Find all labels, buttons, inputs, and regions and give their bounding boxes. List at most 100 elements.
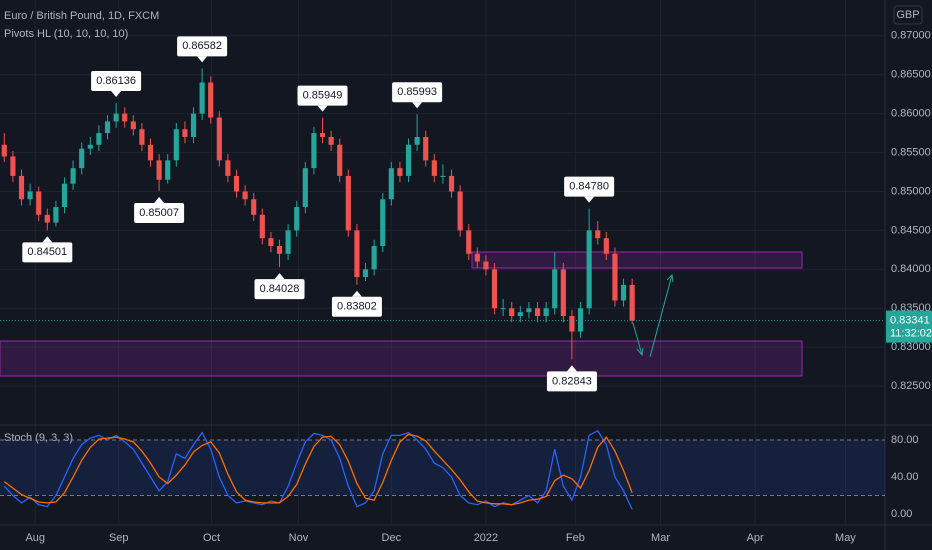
pivot-pointer (42, 236, 53, 243)
pivot-box (331, 296, 382, 317)
candle-body (474, 253, 480, 262)
pivot-label: 0.85007 (139, 207, 179, 219)
candle-body (534, 308, 541, 317)
last-price-label: 0.83341 (890, 315, 930, 327)
candle-body (569, 316, 575, 332)
candle-body (1, 144, 7, 157)
pivot-pointer (274, 273, 285, 280)
candle-body (397, 168, 403, 176)
y-tick-label: 0.83000 (891, 341, 931, 353)
candle-body (147, 144, 154, 161)
candle-body (61, 183, 68, 208)
y-tick-label: 0.85500 (891, 146, 931, 158)
candle-body (466, 230, 472, 254)
candle-body (233, 175, 240, 192)
y-tick-label: 0.82500 (891, 380, 931, 392)
candle-body (388, 168, 394, 200)
pivot-box (546, 371, 597, 392)
candle-body (79, 148, 85, 169)
x-tick-label: Aug (25, 532, 45, 544)
candle-body (173, 129, 179, 161)
currency-box[interactable] (893, 5, 923, 25)
currency[interactable]: GBP (896, 9, 919, 21)
stoch-title: Stoch (9, 3, 3) (4, 432, 73, 444)
x-tick-label: Oct (203, 532, 220, 544)
arrow-up (649, 274, 673, 358)
x-tick-label: Sep (109, 532, 129, 544)
candle-body (70, 168, 76, 184)
resistance-zone (471, 251, 803, 269)
pivot-pointer (154, 196, 165, 203)
candle-body (629, 284, 635, 321)
pivot-box (297, 85, 348, 106)
x-tick-label: Feb (566, 532, 585, 544)
candle-body (595, 230, 601, 239)
last-price-box (886, 310, 932, 343)
pivot-pointer (317, 105, 328, 112)
last-price-time: 11:32:02 (890, 328, 932, 340)
candle-body (44, 214, 50, 223)
arrow-head (666, 273, 674, 283)
pivot-label: 0.85949 (303, 90, 343, 102)
x-tick-label: 2022 (474, 532, 498, 544)
y-tick-label: 0.00 (891, 508, 912, 520)
candle-body (405, 144, 412, 176)
chart-title: Euro / British Pound, 1D, FXCM (4, 10, 159, 22)
candle-body (130, 121, 136, 130)
candle-body (294, 207, 300, 231)
candle-body (199, 82, 205, 114)
candle-body (251, 199, 257, 215)
pivot-pointer (566, 365, 577, 372)
candle-body (457, 191, 463, 231)
pivot-label: 0.82843 (552, 375, 592, 387)
candle-body (517, 312, 523, 317)
candle-body (577, 308, 584, 332)
candle-body (113, 113, 119, 122)
pivot-label: 0.84501 (27, 246, 67, 258)
candle-body (483, 261, 489, 270)
pivot-box (254, 279, 305, 300)
candle-body (603, 238, 609, 254)
candle-body (431, 160, 437, 176)
x-tick-label: Nov (289, 532, 309, 544)
pivot-label: 0.84028 (260, 283, 300, 295)
arrow-down (632, 322, 643, 356)
y-tick-label: 0.87000 (891, 30, 931, 42)
candle-body (242, 191, 248, 200)
candle-body (225, 160, 231, 176)
candle-body (18, 175, 25, 200)
pivot-pointer (351, 290, 362, 297)
y-tick-label: 0.84500 (891, 224, 931, 236)
pivot-pointer (412, 102, 423, 109)
stoch-line (3, 433, 633, 506)
pivot-pointer (111, 91, 122, 98)
candle-body (165, 160, 171, 180)
candle-body (586, 230, 592, 309)
pivot-box (134, 202, 185, 223)
pivot-pointer (197, 56, 208, 63)
candle-body (268, 238, 274, 246)
candle-body (612, 253, 618, 301)
pivot-label: 0.85993 (397, 86, 437, 98)
candle-body (552, 269, 558, 309)
y-tick-label: 0.86000 (891, 108, 931, 120)
candle-body (302, 168, 308, 208)
candle-body (156, 160, 162, 180)
candle-body (380, 199, 386, 246)
candle-body (414, 136, 420, 145)
candle-body (285, 230, 291, 254)
candle-body (87, 144, 93, 149)
grid (0, 0, 885, 525)
y-tick-label: 0.86500 (891, 69, 931, 81)
y-tick-label: 0.84000 (891, 263, 931, 275)
candle-body (311, 133, 317, 169)
pivot-box (22, 242, 73, 263)
candle-body (104, 121, 111, 134)
candle-body (27, 191, 33, 200)
candle-body (208, 82, 214, 118)
candle-body (182, 129, 188, 137)
drawings (0, 251, 803, 377)
candle-body (259, 214, 265, 239)
candle-body (276, 245, 283, 254)
